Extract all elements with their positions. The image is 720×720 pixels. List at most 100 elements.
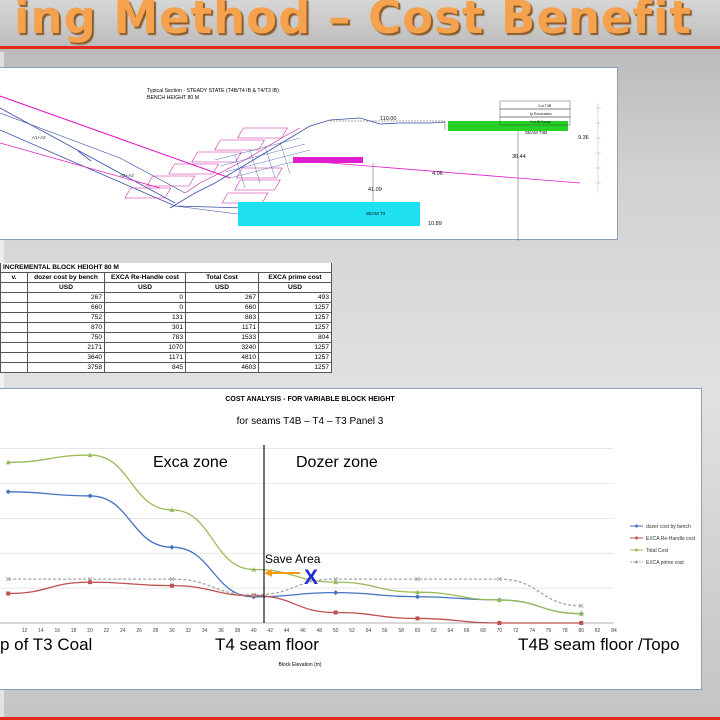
x-tick-label: 54 <box>366 628 372 634</box>
data-point <box>415 589 421 595</box>
series-line-total-cost <box>8 454 582 615</box>
dim-mid: 4.06 <box>432 171 443 177</box>
x-tick-label: 66 <box>464 628 470 634</box>
unit-cell: USD <box>185 282 259 293</box>
value-cell: 4810 <box>185 352 259 363</box>
value-cell: 493 <box>258 292 332 303</box>
data-point <box>578 611 584 616</box>
right-floor-label: T4B seam floor /Topo <box>518 635 680 654</box>
series-line-exca-prime-cost <box>8 578 582 607</box>
x-tick-label: 56 <box>382 628 388 634</box>
section-diagram-panel: Typical Section - STEADY STATE (T4B/T4 I… <box>0 67 618 241</box>
data-point <box>333 590 339 596</box>
label-cut-t4b: Cut T4B <box>538 104 552 108</box>
legend-label: EXCA Re-Handle cost <box>646 536 696 542</box>
value-cell: 870 <box>27 322 105 333</box>
x-tick-label: 60 <box>415 628 421 634</box>
value-cell: 660 <box>185 302 259 313</box>
section-heading-1: Typical Section - STEADY STATE (T4B/T4 I… <box>147 88 279 94</box>
row-label-cell <box>0 342 28 353</box>
dim-right-top: 9.36 <box>578 135 589 141</box>
value-cell: 1257 <box>258 312 332 323</box>
legend-marker <box>635 524 638 528</box>
seam-t4-bar <box>293 157 363 163</box>
seam-line-left <box>0 142 161 189</box>
cut-boxes <box>499 100 571 126</box>
legend-label: EXCA prime cost <box>646 560 684 566</box>
cost-analysis-chart: COST ANALYSIS - FOR VARIABLE BLOCK HEIGH… <box>0 396 696 668</box>
section-heading-2: BENCH HEIGHT 80 M <box>147 95 199 101</box>
data-point <box>578 603 584 609</box>
row-label-cell <box>0 322 28 333</box>
topo-line-magenta <box>0 95 231 179</box>
title-underline <box>0 46 720 49</box>
data-point <box>251 592 257 598</box>
data-point <box>87 493 93 499</box>
dump-hatching <box>124 127 288 204</box>
x-tick-label: 80 <box>578 628 584 634</box>
pit-floor-line <box>0 129 246 209</box>
dim-center: 41.09 <box>368 187 382 193</box>
series-line-exca-re-handle-cost <box>8 581 582 624</box>
label-cut-ib-dump: Cut IB Dump <box>530 120 551 124</box>
x-tick-label: 18 <box>71 628 77 634</box>
x-tick-label: 46 <box>300 628 306 634</box>
legend-marker <box>635 548 638 552</box>
label-a2a3: A2+A3 <box>120 173 134 178</box>
data-point <box>497 621 502 625</box>
data-point <box>333 576 338 582</box>
row-label-cell <box>0 362 28 373</box>
value-cell: 660 <box>27 302 105 313</box>
data-point <box>87 452 93 458</box>
pit-wall-line <box>0 107 176 204</box>
value-cell: 4603 <box>185 362 259 373</box>
value-cell: 131 <box>104 312 186 323</box>
value-cell: 1257 <box>258 342 332 353</box>
x-tick-label: 12 <box>22 628 28 634</box>
seam-t4b-bar <box>448 121 568 131</box>
col-header: EXCA Re-Handle cost <box>104 272 186 283</box>
value-cell: 1070 <box>104 342 186 353</box>
data-point <box>496 597 502 602</box>
data-point <box>6 591 11 596</box>
legend-marker <box>635 536 638 540</box>
seam-t4-line <box>292 159 581 184</box>
cost-table-row: 267 0 267 493 <box>0 292 332 303</box>
value-cell: 1257 <box>258 362 332 373</box>
x-tick-label: 34 <box>202 628 208 634</box>
data-point <box>87 576 93 582</box>
grid-hatch <box>214 137 311 189</box>
save-area-label: Save Area <box>265 552 321 566</box>
row-label-cell <box>0 352 28 363</box>
x-tick-label: 38 <box>235 628 241 634</box>
chart-title: COST ANALYSIS - FOR VARIABLE BLOCK HEIGH… <box>225 396 395 403</box>
data-point <box>415 616 420 621</box>
chart-panel: COST ANALYSIS - FOR VARIABLE BLOCK HEIGH… <box>0 388 702 690</box>
elevation-scale <box>595 103 601 193</box>
section-diagram: Typical Section - STEADY STATE (T4B/T4 I… <box>0 88 601 241</box>
x-tick-label: 16 <box>55 628 61 634</box>
data-point <box>5 576 11 582</box>
label-a1a2: A1+A2 <box>32 135 46 140</box>
data-point <box>333 610 338 615</box>
col-header: EXCA prime cost <box>258 272 332 283</box>
x-tick-label: 14 <box>38 628 44 634</box>
data-point <box>169 544 175 550</box>
row-label-cell <box>0 332 28 343</box>
unit-cell: USD <box>27 282 105 293</box>
save-area-arrowhead <box>264 569 272 577</box>
dump-profile <box>184 127 301 194</box>
value-cell: 0 <box>104 302 186 313</box>
left-floor-label: p of T3 Coal <box>0 635 93 654</box>
value-cell: 752 <box>27 312 105 323</box>
x-tick-label: 36 <box>218 628 224 634</box>
x-tick-label: 68 <box>480 628 486 634</box>
col-header: v. <box>0 272 28 283</box>
unit-cell: USD <box>258 282 332 293</box>
value-cell: 1171 <box>104 352 186 363</box>
value-cell: 1257 <box>258 322 332 333</box>
value-cell: 3640 <box>27 352 105 363</box>
value-cell: 3758 <box>27 362 105 373</box>
cost-table-body: 267 0 267 493 660 0 660 1257 752 131 883 1257 870 301… <box>0 292 332 373</box>
data-point <box>415 576 420 582</box>
